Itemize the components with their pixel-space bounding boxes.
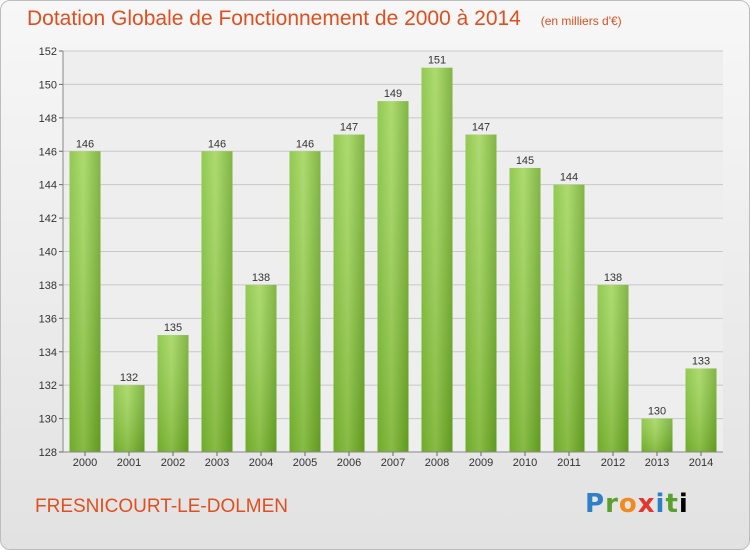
bar-shade [509,167,541,453]
x-tick-label: 2003 [205,457,229,469]
data-label: 135 [164,322,182,334]
y-tick-label: 142 [39,213,57,225]
bar-shade [69,151,101,452]
data-label: 147 [340,122,358,134]
data-label: 147 [472,122,490,134]
data-label: 130 [648,406,666,418]
bar-shade [201,151,233,452]
bars-layer [69,67,717,453]
logo-letter: i [655,489,666,519]
proxiti-logo[interactable]: Proxiti [585,489,689,519]
logo-letter: i [678,489,689,519]
data-label: 149 [384,88,402,100]
x-tick-label: 2007 [381,457,405,469]
data-label: 145 [516,155,534,167]
y-tick-label: 132 [39,380,57,392]
bar-shade [113,385,145,452]
x-tick-label: 2013 [645,457,669,469]
x-tick-label: 2012 [601,457,625,469]
y-tick-label: 140 [39,247,57,259]
x-tick-label: 2006 [337,457,361,469]
x-tick-label: 2002 [161,457,185,469]
bar-shade [597,284,629,452]
bar-shade [421,67,453,452]
x-tick-label: 2010 [513,457,537,469]
data-label: 132 [120,372,138,384]
data-label: 151 [428,55,446,67]
y-tick-label: 136 [39,313,57,325]
data-label: 138 [604,272,622,284]
y-tick-label: 150 [39,79,57,91]
y-tick-label: 138 [39,280,57,292]
x-tick-label: 2014 [689,457,713,469]
data-label: 146 [76,138,94,150]
title-text: Dotation Globale de Fonctionnement de 20… [27,7,521,30]
x-tick-label: 2008 [425,457,449,469]
y-tick-label: 128 [39,447,57,459]
bar-shade [245,284,277,452]
axis-layer: 128 130 132 134 136 138 140 142 144 146 148 150 152 2… [39,46,723,469]
chart-title: Dotation Globale de Fonctionnement de 20… [27,7,622,31]
x-tick-label: 2001 [117,457,141,469]
bar-shade [289,151,321,452]
x-tick-label: 2005 [293,457,317,469]
bar-shade [685,368,717,452]
bar-shade [377,101,409,452]
y-tick-label: 130 [39,414,57,426]
logo-letter: o [618,489,638,519]
x-tick-label: 2011 [557,457,581,469]
labels-layer: 146 132 135 146 138 146 147 149 151 147 145 144 138 1… [76,55,710,418]
y-tick-label: 134 [39,347,57,359]
x-tick-label: 2004 [249,457,273,469]
bar-shade [641,418,673,452]
data-label: 146 [296,138,314,150]
y-tick-label: 148 [39,113,57,125]
x-tick-label: 2000 [73,457,97,469]
y-tick-label: 146 [39,146,57,158]
bar-shade [553,184,585,452]
bar-shade [465,134,497,452]
logo-letter: t [665,489,679,519]
bar-shade [333,134,365,452]
y-tick-label: 152 [39,46,57,58]
x-tick-label: 2009 [469,457,493,469]
logo-letter: r [605,489,619,519]
data-label: 146 [208,138,226,150]
bar-shade [157,335,189,452]
data-label: 144 [560,172,578,184]
y-tick-label: 144 [39,180,57,192]
logo-letter: P [585,489,606,519]
unit-label: (en milliers d'€) [540,14,622,28]
data-label: 138 [252,272,270,284]
commune-name: FRESNICOURT-LE-DOLMEN [35,496,289,517]
data-label: 133 [692,355,710,367]
logo-letter: x [637,489,656,519]
